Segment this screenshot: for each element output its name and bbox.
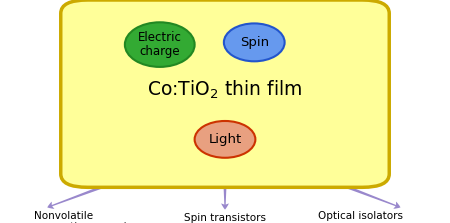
Text: Spin: Spin bbox=[240, 36, 269, 49]
Text: Electric
charge: Electric charge bbox=[138, 31, 182, 58]
Text: Spin transistors: Spin transistors bbox=[184, 213, 266, 223]
Text: Optical isolators: Optical isolators bbox=[318, 211, 403, 221]
Ellipse shape bbox=[125, 22, 194, 67]
Text: Light: Light bbox=[208, 133, 242, 146]
Ellipse shape bbox=[194, 121, 256, 158]
Text: Nonvolatile
magnetic memories: Nonvolatile magnetic memories bbox=[34, 211, 138, 223]
FancyBboxPatch shape bbox=[61, 0, 389, 187]
Text: Co:TiO$_2$ thin film: Co:TiO$_2$ thin film bbox=[147, 79, 303, 101]
Ellipse shape bbox=[224, 23, 284, 61]
